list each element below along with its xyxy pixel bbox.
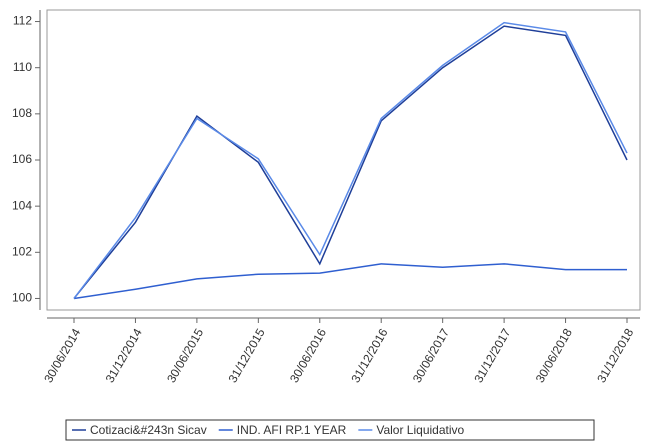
series-line [73, 21, 628, 299]
legend-label: Cotizaci&#243n Sicav [90, 423, 207, 437]
series-line [73, 263, 627, 300]
legend-box [65, 419, 595, 441]
legend-label: IND. AFI RP.1 YEAR [237, 423, 347, 437]
x-tick-label: 31/12/2017 [471, 326, 513, 385]
y-tick-label: 100 [12, 291, 32, 305]
y-tick-label: 104 [12, 198, 32, 212]
legend-label: Valor Liquidativo [376, 423, 464, 437]
y-tick-label: 106 [12, 152, 32, 166]
series-line [73, 25, 628, 299]
x-tick-label: 31/12/2015 [226, 326, 268, 385]
x-tick-label: 30/06/2017 [410, 326, 452, 385]
x-tick-label: 31/12/2014 [103, 326, 145, 385]
x-tick-label: 30/06/2015 [164, 326, 206, 385]
x-tick-label: 31/12/2018 [594, 326, 636, 385]
plot-frame [46, 9, 641, 311]
x-tick-label: 30/06/2014 [41, 326, 83, 385]
y-tick-label: 112 [13, 14, 32, 28]
x-tick-label: 31/12/2016 [348, 326, 390, 385]
x-tick-label: 30/06/2016 [287, 326, 329, 385]
y-tick-label: 102 [12, 244, 32, 258]
x-tick-label: 30/06/2018 [533, 326, 575, 385]
y-tick-label: 108 [12, 106, 32, 120]
y-tick-label: 110 [13, 60, 32, 74]
